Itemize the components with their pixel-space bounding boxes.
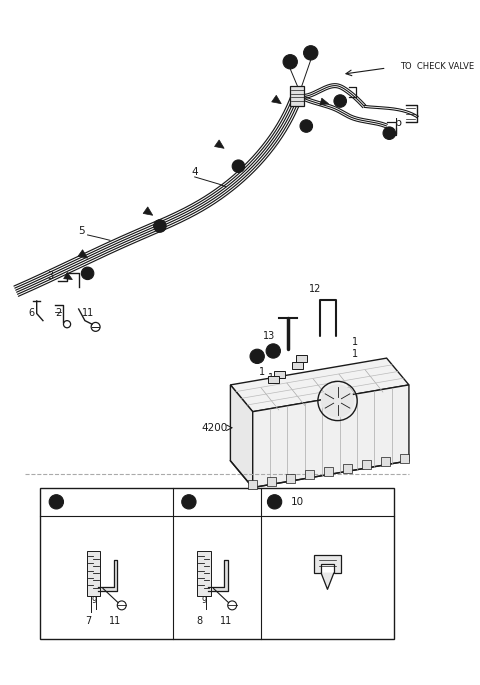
Circle shape: [250, 349, 264, 364]
Circle shape: [49, 495, 63, 509]
Circle shape: [300, 120, 312, 132]
Text: TO  CHECK VALVE: TO CHECK VALVE: [400, 62, 474, 71]
Bar: [286, 474, 295, 483]
Circle shape: [283, 55, 297, 69]
Bar: [267, 477, 276, 486]
Polygon shape: [230, 385, 252, 488]
Text: 3: 3: [47, 271, 53, 281]
Polygon shape: [252, 385, 409, 488]
Polygon shape: [78, 250, 87, 258]
Text: 8: 8: [196, 616, 202, 625]
Text: 4: 4: [192, 167, 198, 177]
Bar: [87, 551, 100, 595]
Polygon shape: [272, 95, 281, 103]
Text: 1: 1: [267, 373, 274, 383]
Text: 2: 2: [55, 308, 61, 319]
Text: c: c: [272, 497, 277, 507]
Text: 6: 6: [28, 308, 35, 319]
Bar: [324, 467, 333, 476]
Bar: [381, 457, 390, 466]
Bar: [343, 464, 352, 473]
Text: A: A: [287, 57, 294, 66]
Text: 7: 7: [85, 616, 92, 625]
Text: 11: 11: [220, 616, 232, 625]
Text: A: A: [254, 351, 261, 361]
Text: 13: 13: [263, 331, 275, 341]
Bar: [290, 86, 304, 105]
Bar: [400, 453, 409, 462]
Text: c: c: [338, 97, 343, 105]
Bar: [40, 488, 394, 639]
Circle shape: [154, 220, 166, 232]
Bar: [297, 355, 307, 362]
Circle shape: [303, 46, 318, 60]
Text: 1: 1: [352, 349, 359, 359]
Text: c: c: [387, 129, 392, 138]
Polygon shape: [321, 573, 334, 589]
Circle shape: [232, 160, 245, 173]
Polygon shape: [320, 98, 329, 105]
Circle shape: [322, 385, 354, 417]
Polygon shape: [208, 560, 228, 591]
Polygon shape: [314, 556, 341, 573]
Text: b: b: [186, 497, 192, 507]
Bar: [305, 471, 314, 479]
Text: a: a: [303, 121, 309, 131]
Text: 1: 1: [259, 366, 264, 377]
Circle shape: [81, 267, 94, 279]
Text: a: a: [85, 269, 90, 278]
Text: B: B: [307, 48, 314, 58]
Text: b: b: [395, 119, 402, 128]
Bar: [248, 480, 257, 489]
Text: 11: 11: [109, 616, 121, 625]
Bar: [274, 371, 285, 377]
Text: 4200: 4200: [202, 423, 228, 433]
Circle shape: [334, 95, 347, 108]
Text: 12: 12: [309, 284, 322, 295]
Polygon shape: [97, 560, 117, 591]
Bar: [362, 460, 371, 469]
Polygon shape: [215, 140, 224, 149]
Text: 10: 10: [290, 497, 303, 507]
Polygon shape: [64, 273, 72, 279]
Polygon shape: [143, 207, 153, 215]
Circle shape: [383, 127, 396, 140]
Circle shape: [182, 495, 196, 509]
Text: a: a: [157, 221, 163, 231]
Text: a: a: [236, 162, 241, 171]
Bar: [197, 551, 211, 595]
Text: 1: 1: [352, 337, 359, 347]
Circle shape: [267, 495, 282, 509]
Text: B: B: [270, 346, 276, 356]
Text: 11: 11: [82, 308, 94, 319]
Text: a: a: [53, 497, 60, 507]
Bar: [268, 376, 278, 383]
Text: 5: 5: [78, 226, 84, 236]
Text: 9: 9: [91, 595, 96, 605]
Text: 9: 9: [202, 595, 207, 605]
Polygon shape: [230, 358, 409, 412]
Circle shape: [266, 344, 280, 358]
Bar: [292, 362, 303, 369]
